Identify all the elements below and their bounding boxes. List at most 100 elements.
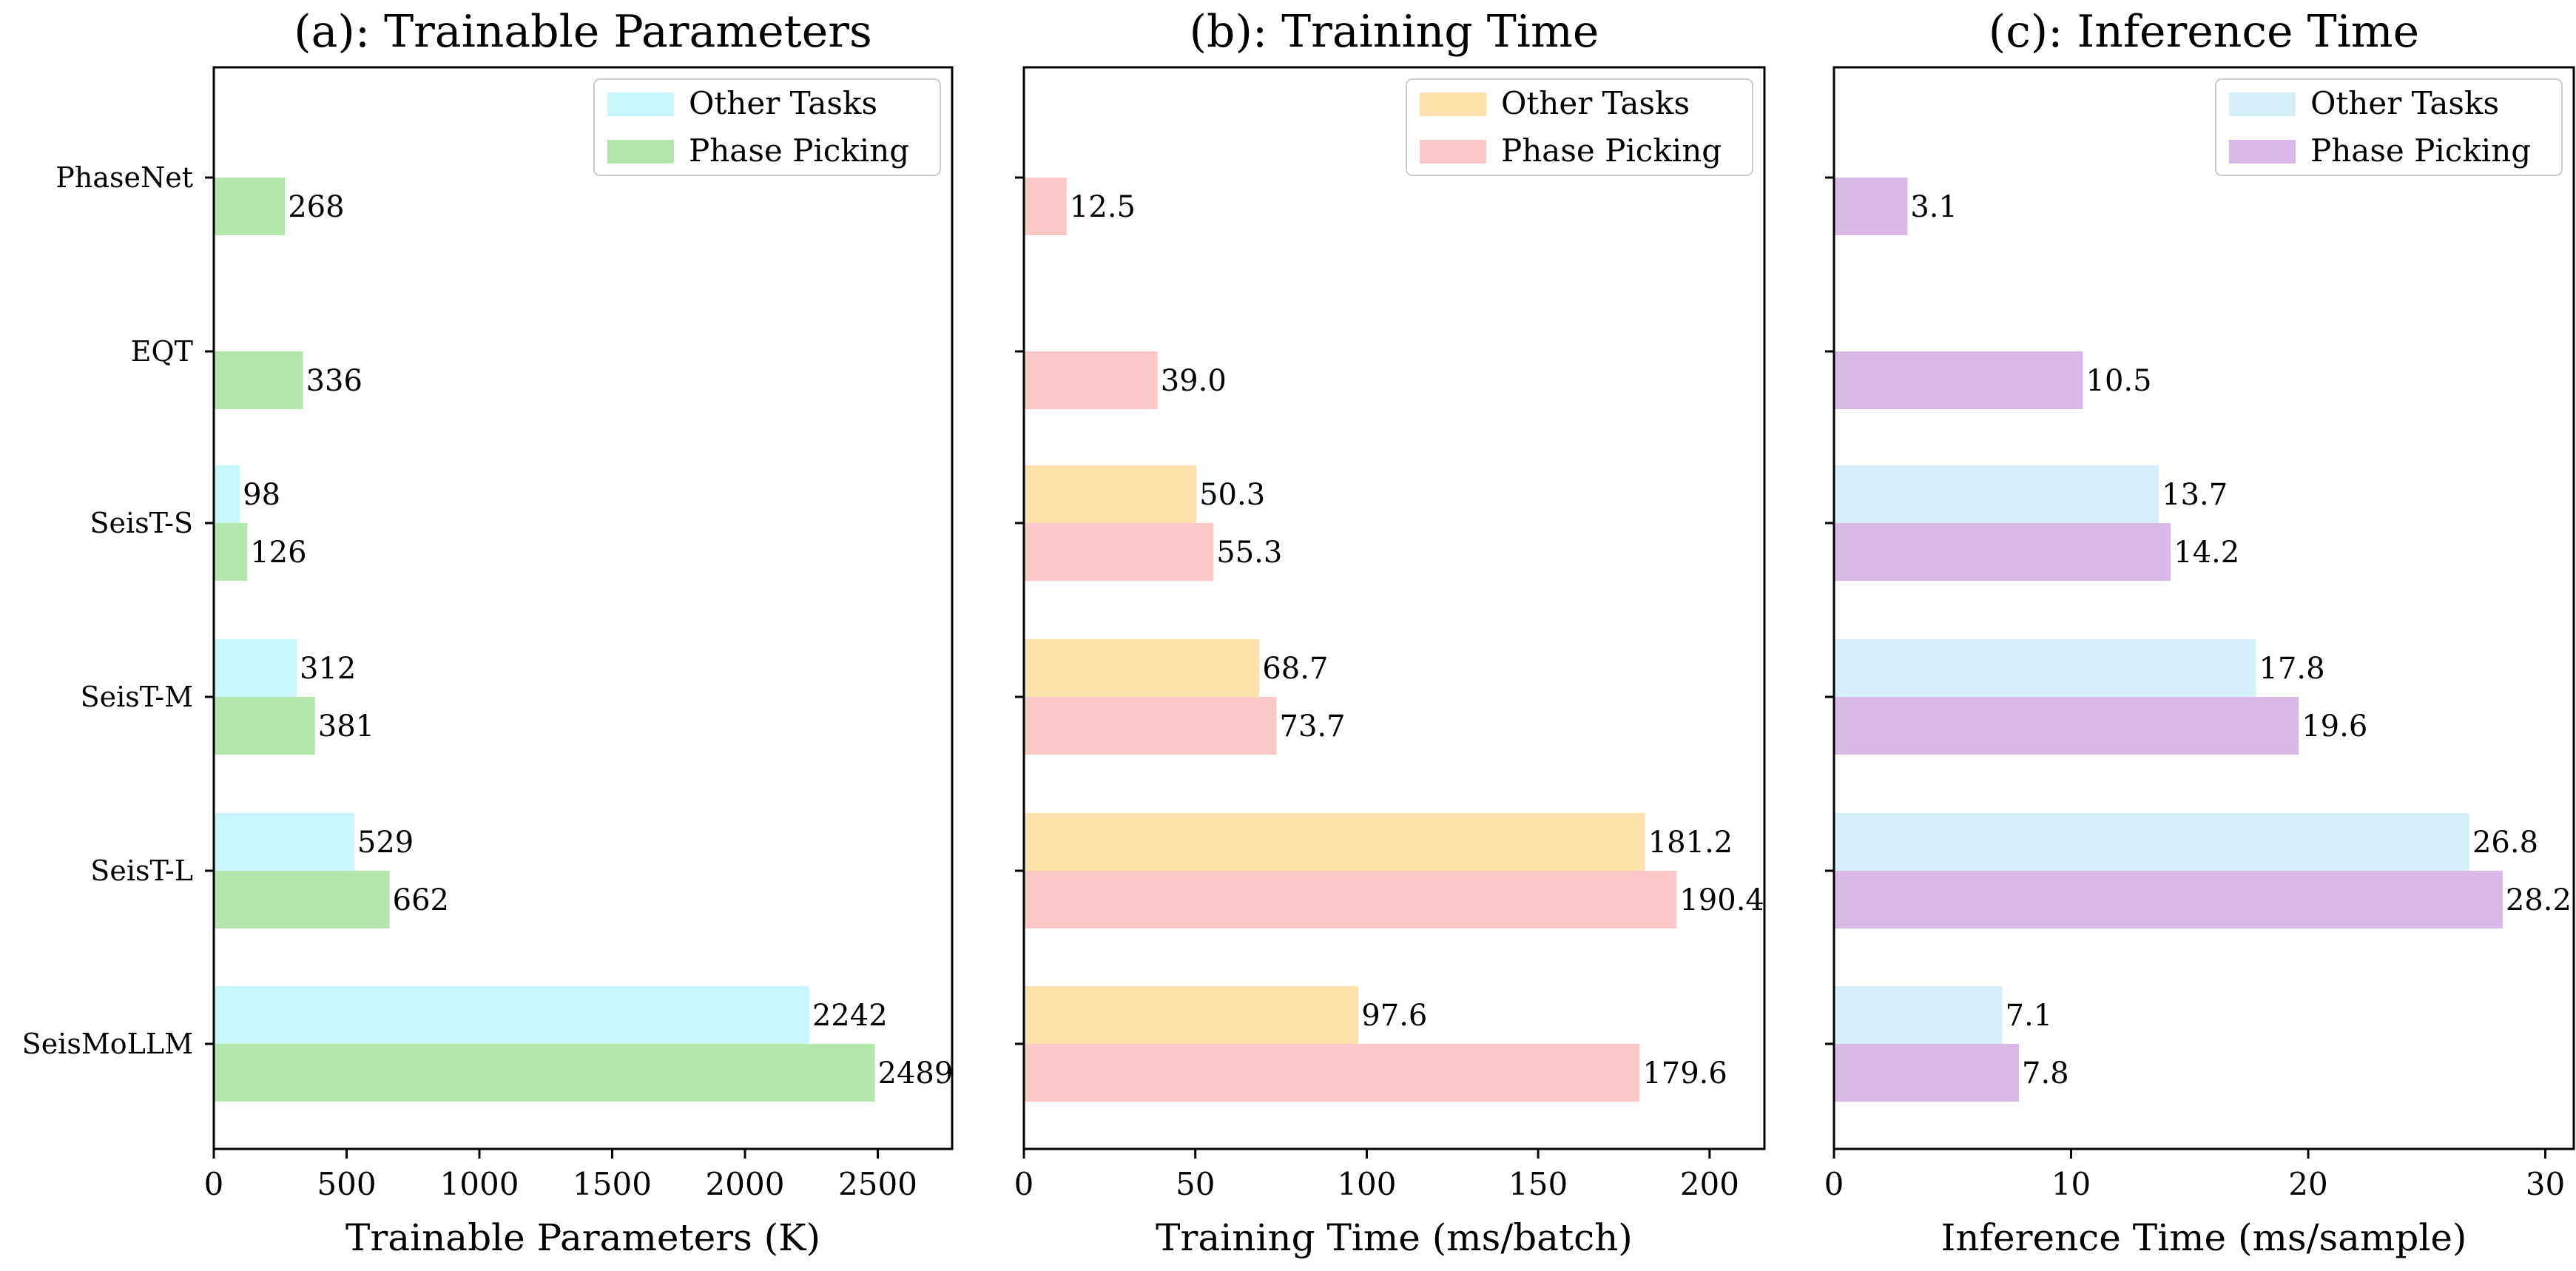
data-label: 73.7: [1280, 709, 1346, 744]
bar: [1024, 178, 1067, 235]
legend-box: [593, 78, 941, 176]
data-label: 68.7: [1262, 652, 1328, 686]
bar: [214, 178, 286, 235]
bar: [214, 697, 315, 755]
data-label: 7.1: [2006, 999, 2053, 1033]
bar: [1834, 465, 2159, 523]
data-label: 28.2: [2506, 883, 2572, 917]
bar: [214, 351, 303, 409]
x-tick-label: 30: [2526, 1166, 2565, 1202]
bar: [1834, 1044, 2019, 1102]
x-tick-label: 2500: [838, 1166, 917, 1202]
legend-label: Other Tasks: [1501, 85, 1690, 121]
data-label: 17.8: [2259, 652, 2325, 686]
legend-swatch: [2229, 92, 2296, 116]
chart-title: (a): Trainable Parameters: [294, 6, 872, 58]
x-tick-label: 0: [204, 1166, 224, 1202]
y-tick-label: SeisT-M: [81, 681, 193, 713]
bar: [1024, 639, 1260, 697]
bar: [1024, 465, 1197, 523]
x-tick-label: 150: [1508, 1166, 1568, 1202]
data-label: 126: [250, 536, 306, 570]
x-tick-label: 1500: [573, 1166, 652, 1202]
legend-swatch: [607, 140, 674, 163]
y-tick-label: SeisMoLLM: [22, 1028, 193, 1060]
legend-label: Other Tasks: [2310, 85, 2499, 121]
x-tick-label: 50: [1176, 1166, 1215, 1202]
legend-swatch: [1420, 140, 1486, 163]
x-tick-label: 100: [1337, 1166, 1396, 1202]
x-tick-label: 500: [317, 1166, 376, 1202]
bar: [214, 986, 809, 1044]
data-label: 268: [288, 190, 344, 224]
bar: [214, 871, 390, 928]
bar: [1024, 986, 1359, 1044]
data-label: 312: [300, 652, 356, 686]
bar: [214, 465, 240, 523]
data-label: 2242: [812, 999, 888, 1033]
x-axis-label: Trainable Parameters (K): [345, 1216, 820, 1259]
bar: [214, 813, 354, 871]
data-label: 55.3: [1216, 536, 1282, 570]
data-label: 336: [306, 364, 363, 398]
bar: [1834, 351, 2083, 409]
x-axis-label: Training Time (ms/batch): [1156, 1216, 1633, 1259]
legend-label: Phase Picking: [2310, 132, 2531, 169]
legend: Other Tasks Phase Picking: [593, 78, 941, 176]
y-tick-label: EQT: [131, 335, 193, 368]
y-tick-label: SeisT-L: [90, 854, 193, 887]
data-label: 3.1: [1910, 190, 1958, 224]
x-tick-label: 10: [2051, 1166, 2091, 1202]
chart-title: (c): Inference Time: [1989, 6, 2419, 58]
legend-swatch: [1420, 92, 1486, 116]
legend-swatch: [607, 92, 674, 116]
y-tick-label: SeisT-S: [90, 507, 194, 539]
x-tick-label: 0: [1014, 1166, 1034, 1202]
data-label: 7.8: [2022, 1056, 2069, 1090]
data-label: 381: [318, 709, 374, 744]
data-label: 529: [357, 826, 414, 860]
bar: [1834, 523, 2171, 581]
bar: [1834, 813, 2469, 871]
bar: [1834, 986, 2003, 1044]
bar: [1024, 523, 1214, 581]
data-label: 190.4: [1679, 883, 1764, 917]
bar: [1024, 1044, 1640, 1102]
data-label: 26.8: [2472, 826, 2538, 860]
legend: Other Tasks Phase Picking: [1406, 78, 1753, 176]
data-label: 98: [243, 478, 280, 512]
chart-panel-2: 50.3 68.7 181.2 97.6 12.5 39.0 55.3 73.7 190.4 17…: [1014, 6, 1766, 1259]
bar: [1834, 871, 2503, 928]
legend-label: Phase Picking: [1501, 132, 1722, 169]
legend-box: [1406, 78, 1753, 176]
chart-panel-1: 98 312 529 2242 268 336 126 381 662 2489 PhaseNet E…: [22, 6, 954, 1259]
bar: [1834, 639, 2256, 697]
data-label: 2489: [878, 1056, 954, 1090]
data-label: 14.2: [2174, 536, 2239, 570]
data-label: 97.6: [1361, 999, 1427, 1033]
data-label: 181.2: [1648, 826, 1733, 860]
legend-box: [2215, 78, 2563, 176]
bar: [214, 1044, 875, 1102]
bar: [1024, 813, 1645, 871]
x-axis-label: Inference Time (ms/sample): [1941, 1216, 2467, 1259]
data-label: 10.5: [2086, 364, 2152, 398]
plot-frame: [1832, 66, 2575, 1150]
chart-title: (b): Training Time: [1190, 6, 1599, 58]
bar: [1024, 351, 1158, 409]
chart-panel-3: 13.7 17.8 26.8 7.1 3.1 10.5 14.2 19.6 28.2 7.8 0 10…: [1824, 6, 2575, 1259]
x-tick-label: 200: [1680, 1166, 1739, 1202]
x-tick-label: 0: [1824, 1166, 1844, 1202]
legend-label: Other Tasks: [689, 85, 877, 121]
bar: [214, 523, 248, 581]
data-label: 179.6: [1642, 1056, 1727, 1090]
x-tick-label: 1000: [440, 1166, 519, 1202]
data-label: 13.7: [2162, 478, 2228, 512]
bar: [1834, 178, 1908, 235]
data-label: 19.6: [2302, 709, 2367, 744]
bar: [214, 639, 297, 697]
plot-frame: [1022, 66, 1766, 1150]
legend: Other Tasks Phase Picking: [2215, 78, 2563, 176]
plot-frame: [212, 66, 954, 1150]
